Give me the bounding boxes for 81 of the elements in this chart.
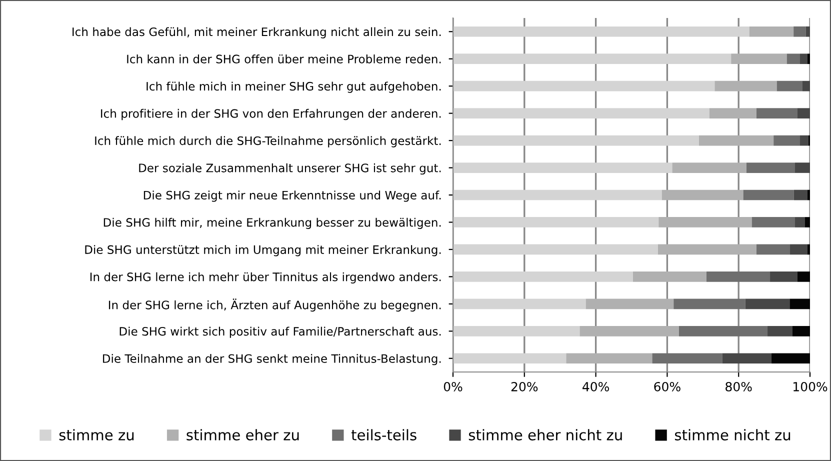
bar (658, 217, 752, 228)
bar (652, 353, 722, 364)
y-tick-label: Ich fühle mich durch die SHG-Teilnahme persönlich gestärkt. (95, 136, 441, 148)
legend-label: teils-teils (351, 429, 416, 440)
bar (776, 80, 803, 92)
legend-label: stimme eher nicht zu (468, 429, 622, 440)
bar (768, 326, 793, 336)
y-tick-label: Ich kann in der SHG offen über meine Probleme reden. (127, 54, 441, 64)
bar (770, 272, 798, 282)
x-tick-label: 0% (444, 382, 462, 392)
bar (453, 298, 586, 310)
bar (658, 244, 756, 255)
bar (800, 135, 808, 146)
bar (453, 217, 659, 228)
bar (678, 326, 768, 336)
bar (706, 272, 770, 282)
x-tick-label: 20% (511, 382, 538, 392)
bar (798, 272, 810, 282)
bar (756, 244, 790, 255)
bar (453, 80, 715, 92)
bar (453, 162, 672, 173)
bar (794, 190, 808, 200)
x-tick-label: 60% (654, 382, 680, 392)
y-tick-label: In der SHG lerne ich, Ärzten auf Augenhöhe zu begegnen. (108, 298, 441, 312)
bar (674, 298, 746, 310)
bar (453, 326, 580, 336)
bar (802, 80, 810, 92)
bar (771, 353, 810, 364)
bar (743, 190, 794, 200)
bar (795, 162, 810, 173)
y-tick-label: Die Teilnahme an der SHG senkt meine Tinnitus-Belastung. (103, 354, 441, 366)
bar (453, 272, 633, 282)
bar (662, 190, 744, 200)
bar (756, 108, 798, 118)
y-tick-label: Die SHG unterstützt mich im Umgang mit meiner Erkrankung. (85, 245, 441, 256)
bar (794, 26, 806, 37)
y-tick-label: Ich fühle mich in meiner SHG sehr gut aufgehoben. (146, 82, 441, 93)
legend-label: stimme nicht zu (674, 429, 790, 440)
bar (709, 108, 756, 118)
x-tick-label: 40% (582, 382, 609, 392)
bar (731, 54, 787, 64)
y-tick-label: Die SHG wirkt sich positiv auf Familie/Partnerschaft aus. (120, 326, 441, 338)
bar (453, 54, 732, 64)
y-tick-label: Ich habe das Gefühl, mit meiner Erkrankung nicht allein zu sein. (72, 27, 441, 38)
bar (745, 298, 790, 310)
y-tick-label: Die SHG zeigt mir neue Erkenntnisse und Wege auf. (144, 190, 441, 202)
bar (800, 54, 808, 64)
bar (798, 108, 810, 118)
bar (698, 135, 774, 146)
bar (632, 272, 706, 282)
bar (806, 26, 810, 37)
bar (453, 26, 750, 37)
bar (586, 298, 674, 310)
bar (714, 80, 777, 92)
bar (722, 353, 772, 364)
bar (453, 190, 662, 200)
x-tick-label: 100% (794, 382, 828, 392)
bar (672, 162, 746, 173)
legend-label: stimme zu (59, 429, 134, 440)
y-tick-label: Der soziale Zusammenhalt unserer SHG ist sehr gut. (139, 163, 441, 175)
legend-label: stimme eher zu (186, 429, 299, 440)
bar (790, 298, 810, 310)
bar (749, 26, 794, 37)
y-tick-label: Die SHG hilft mir, meine Erkrankung besser zu bewältigen. (104, 218, 441, 230)
y-tick-label: Ich profitiere in der SHG von den Erfahrungen der anderen. (101, 108, 441, 120)
bar (453, 108, 710, 118)
bar (566, 353, 652, 364)
bar (453, 353, 566, 364)
bar (774, 135, 800, 146)
bar (805, 217, 810, 228)
bar (792, 326, 810, 336)
bar (786, 54, 800, 64)
bar (580, 326, 679, 336)
y-tick-label: In der SHG lerne ich mehr über Tinnitus als irgendwo anders. (90, 272, 441, 284)
bar (453, 135, 699, 146)
bar (790, 244, 808, 255)
bar (795, 217, 805, 228)
bar (746, 162, 796, 173)
bar (453, 244, 658, 255)
bar (752, 217, 796, 228)
x-tick-label: 80% (726, 382, 752, 392)
